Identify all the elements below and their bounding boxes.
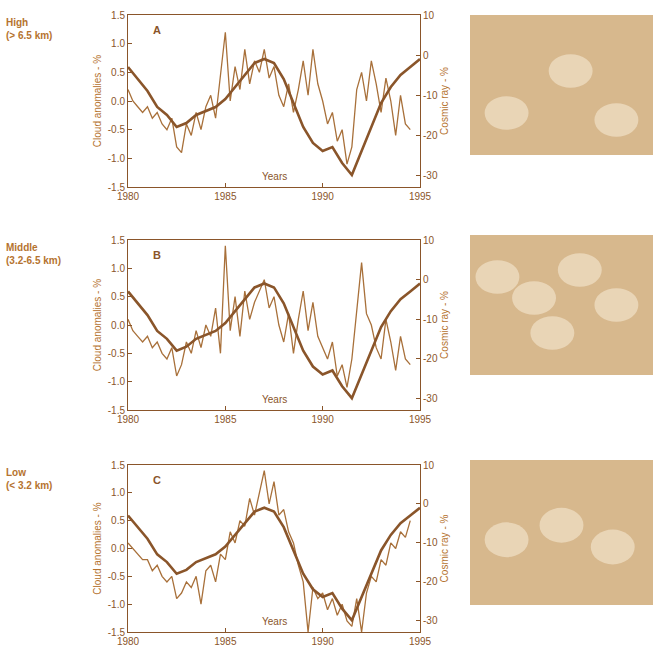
svg-text:0.0: 0.0 xyxy=(111,320,125,331)
svg-text:1.5: 1.5 xyxy=(111,235,125,246)
svg-text:1980: 1980 xyxy=(117,191,140,202)
svg-text:Middle(3.2-6.5 km): Middle(3.2-6.5 km) xyxy=(6,242,61,266)
svg-text:Years: Years xyxy=(262,171,287,182)
svg-text:10: 10 xyxy=(423,460,435,471)
svg-text:-1.5: -1.5 xyxy=(108,182,126,193)
svg-text:1985: 1985 xyxy=(214,414,237,425)
svg-text:0.5: 0.5 xyxy=(111,291,125,302)
svg-text:-0.5: -0.5 xyxy=(108,348,126,359)
svg-text:0.5: 0.5 xyxy=(111,515,125,526)
svg-text:C: C xyxy=(153,474,161,486)
svg-text:Cloud anomalies - %: Cloud anomalies - % xyxy=(92,279,103,371)
svg-text:1.5: 1.5 xyxy=(111,460,125,471)
svg-text:Years: Years xyxy=(262,616,287,627)
svg-text:-1.5: -1.5 xyxy=(108,627,126,638)
svg-text:-20: -20 xyxy=(423,353,438,364)
svg-text:-1.0: -1.0 xyxy=(108,153,126,164)
svg-text:0: 0 xyxy=(423,274,429,285)
svg-text:1990: 1990 xyxy=(312,414,335,425)
svg-text:Low(< 3.2 km): Low(< 3.2 km) xyxy=(6,467,52,491)
svg-text:-1.5: -1.5 xyxy=(108,405,126,416)
svg-text:0.5: 0.5 xyxy=(111,67,125,78)
svg-text:-20: -20 xyxy=(423,576,438,587)
svg-text:1.0: 1.0 xyxy=(111,487,125,498)
svg-text:0.0: 0.0 xyxy=(111,543,125,554)
svg-text:10: 10 xyxy=(423,10,435,21)
svg-text:-10: -10 xyxy=(423,537,438,548)
svg-text:10: 10 xyxy=(423,235,435,246)
svg-text:-30: -30 xyxy=(423,615,438,626)
svg-text:1990: 1990 xyxy=(312,636,335,647)
svg-text:Cloud anomalies - %: Cloud anomalies - % xyxy=(92,502,103,594)
svg-text:-20: -20 xyxy=(423,130,438,141)
svg-text:Years: Years xyxy=(262,394,287,405)
svg-text:0: 0 xyxy=(423,50,429,61)
svg-text:1995: 1995 xyxy=(409,414,432,425)
svg-text:-1.0: -1.0 xyxy=(108,376,126,387)
svg-text:1980: 1980 xyxy=(117,636,140,647)
svg-text:-10: -10 xyxy=(423,314,438,325)
svg-text:-0.5: -0.5 xyxy=(108,124,126,135)
svg-text:-1.0: -1.0 xyxy=(108,599,126,610)
svg-text:-30: -30 xyxy=(423,393,438,404)
svg-text:1995: 1995 xyxy=(409,636,432,647)
svg-text:-0.5: -0.5 xyxy=(108,571,126,582)
svg-text:1.5: 1.5 xyxy=(111,10,125,21)
svg-text:B: B xyxy=(153,249,161,261)
svg-text:1.0: 1.0 xyxy=(111,38,125,49)
svg-text:High(> 6.5 km): High(> 6.5 km) xyxy=(6,17,52,41)
svg-text:0: 0 xyxy=(423,498,429,509)
svg-text:1985: 1985 xyxy=(214,636,237,647)
svg-text:Cosmic ray - %: Cosmic ray - % xyxy=(439,67,450,135)
svg-text:-30: -30 xyxy=(423,170,438,181)
svg-text:-10: -10 xyxy=(423,90,438,101)
svg-text:A: A xyxy=(153,24,161,36)
svg-text:1990: 1990 xyxy=(312,191,335,202)
svg-text:Cloud anomalies - %: Cloud anomalies - % xyxy=(92,55,103,147)
svg-text:1.0: 1.0 xyxy=(111,263,125,274)
svg-text:1980: 1980 xyxy=(117,414,140,425)
svg-text:Cosmic ray - %: Cosmic ray - % xyxy=(439,291,450,359)
svg-text:1985: 1985 xyxy=(214,191,237,202)
svg-text:0.0: 0.0 xyxy=(111,96,125,107)
svg-text:Cosmic ray - %: Cosmic ray - % xyxy=(439,515,450,583)
svg-text:1995: 1995 xyxy=(409,191,432,202)
